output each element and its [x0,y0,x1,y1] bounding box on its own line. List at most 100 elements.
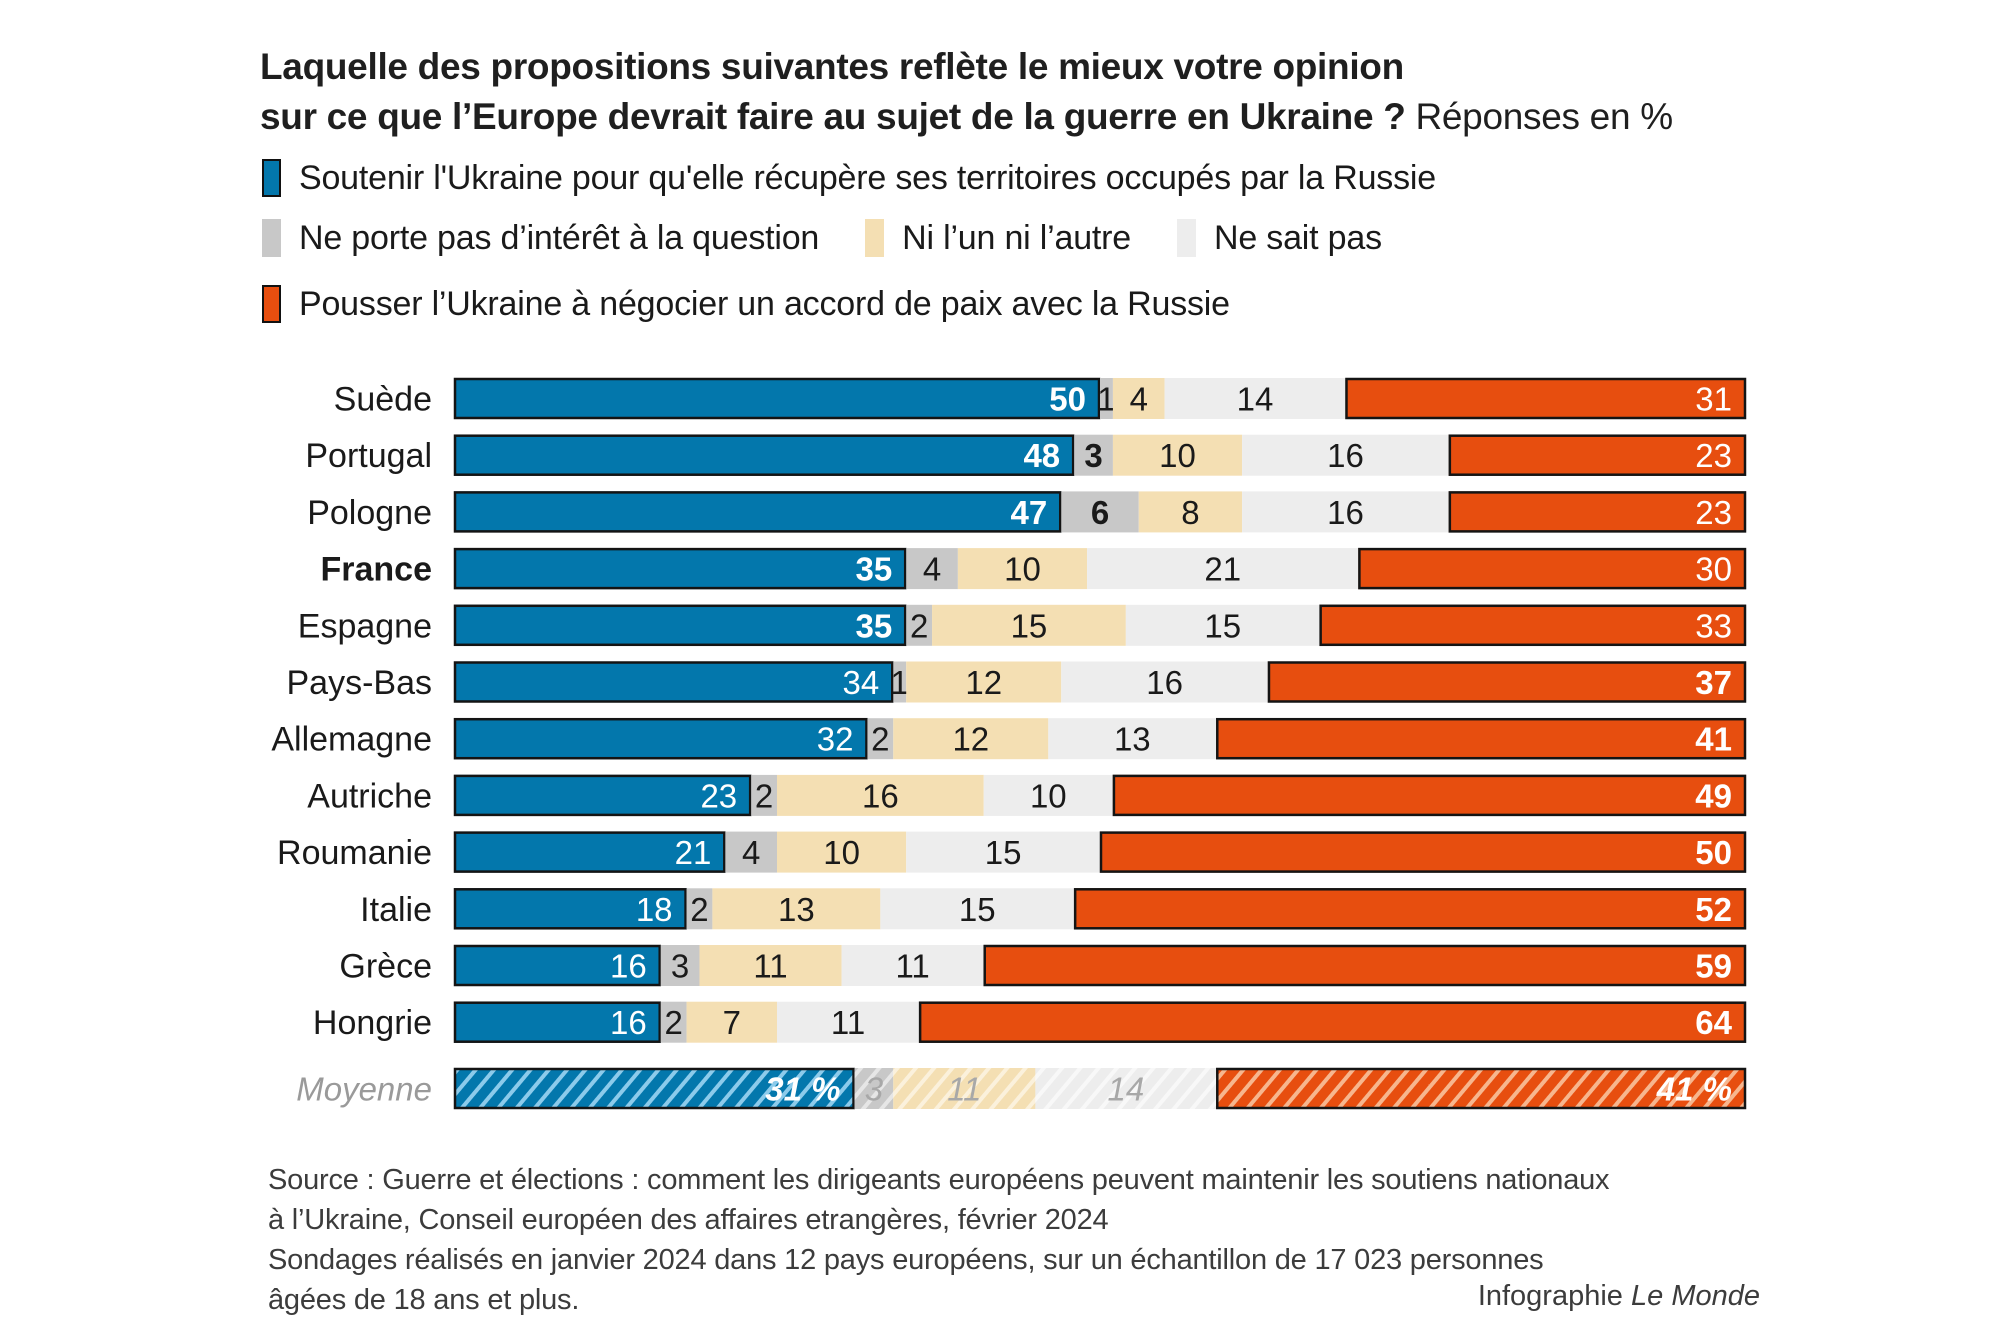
segment-pousser [1074,888,1746,930]
bar-row: Pays-Bas 34 1 12 16 37 [287,661,1747,703]
segment-pousser [1448,434,1746,476]
value-label-interet: 2 [690,891,708,928]
source-line-4: âgées de 18 ans et plus. [268,1284,580,1316]
bar-row: Pologne 47 6 8 16 23 [307,491,1747,533]
segment-outline-soutenir [453,888,687,930]
value-label-ni: 7 [723,1004,741,1041]
value-label-interet: 2 [755,777,773,814]
segment-soutenir [454,661,894,703]
segment-soutenir [454,888,687,930]
segment-pousser [1358,548,1746,590]
segment-nsp [1048,718,1217,760]
segment-outline-pousser [918,1001,1747,1043]
segment-outline-soutenir [453,774,752,817]
legend-label-nsp: Ne sait pas [1213,218,1382,257]
segment-ni [957,548,1088,590]
category-label: Suède [334,381,432,419]
value-label-interet: 2 [664,1004,682,1041]
value-label-nsp: 15 [959,891,996,928]
title-line-2: sur ce que l’Europe devrait faire au suj… [260,92,1960,142]
legend-item-interet: Ne porte pas d’intérêt à la question [262,219,819,258]
value-label-soutenir: 47 [1011,494,1048,531]
segment-nsp [841,945,984,986]
value-label-soutenir: 34 [843,664,880,701]
segment-nsp [906,831,1100,873]
bar-row: France 35 4 10 21 30 [321,547,1747,590]
value-label-soutenir: 35 [855,551,892,588]
segment-outline-soutenir [453,377,1101,420]
value-label-nsp: 11 [831,1004,865,1041]
legend-row-1: Soutenir l'Ukraine pour qu'elle récupère… [262,156,1482,200]
segment-nsp [1035,1068,1217,1109]
segment-outline-pousser [1345,377,1747,420]
value-label-interet: 4 [923,551,941,588]
value-label-pousser: 41 [1695,721,1732,758]
segment-interet [867,718,894,760]
legend-row-3: Pousser l’Ukraine à négocier un accord d… [262,282,1276,326]
segment-ni [906,661,1062,703]
segment-outline-soutenir [453,661,894,703]
segment-soutenir [454,604,907,646]
value-label-interet: 4 [742,834,760,871]
value-label-ni: 13 [778,891,815,928]
segment-interet [751,774,777,816]
segment-outline-soutenir [453,547,907,590]
segment-interet [660,1001,687,1043]
category-label: France [321,551,433,589]
value-label-interet: 6 [1091,494,1109,531]
value-label-interet: 2 [871,721,889,758]
segment-soutenir [454,718,868,760]
title-line-1: Laquelle des propositions suivantes refl… [260,46,1404,87]
segment-outline-soutenir [453,491,1062,533]
segment-interet [1100,378,1113,419]
value-label-interet: 2 [910,607,928,644]
segment-nsp [880,888,1075,930]
segment-ni [777,774,984,816]
legend-label-ni: Ni l’un ni l’autre [902,218,1131,257]
segment-interet [906,604,933,646]
legend-swatch-interet [262,219,281,257]
value-label-pousser: 23 [1695,437,1732,474]
value-label-soutenir: 32 [817,721,854,758]
segment-outline-pousser [1267,661,1747,703]
segment-outline-pousser [1112,774,1747,817]
value-label-ni: 15 [1011,607,1048,644]
value-label-ni: 12 [965,664,1002,701]
segment-pousser [1216,718,1746,760]
value-label-soutenir: 48 [1023,437,1060,474]
value-label-ni: 10 [823,834,860,871]
segment-pousser [1448,491,1746,533]
source-line-2: à l’Ukraine, Conseil européen des affair… [268,1204,1109,1236]
segment-ni [1138,491,1243,533]
value-label-nsp: 14 [1237,381,1274,418]
segment-outline-soutenir [453,1067,855,1110]
legend-item-pousser: Pousser l’Ukraine à négocier un accord d… [262,285,1230,324]
value-label-ni: 12 [952,721,989,758]
legend-row-2: Ne porte pas d’intérêt à la question Ni … [262,216,1428,260]
segment-ni [893,718,1049,760]
bar-row: Italie 18 2 13 15 52 [360,888,1747,930]
segment-soutenir [454,831,726,873]
value-label-ni: 11 [947,1071,981,1108]
value-label-pousser: 30 [1695,551,1732,588]
value-label-interet: 3 [1084,437,1102,474]
segment-outline-pousser [1448,491,1747,533]
segment-pousser [983,945,1746,986]
segment-soutenir [454,774,752,816]
segment-outline-pousser [1216,717,1747,760]
value-label-soutenir: 21 [675,834,712,871]
value-label-soutenir: 18 [636,891,673,928]
legend-swatch-ni [865,219,885,257]
segment-interet [1074,434,1113,476]
legend-item-soutenir: Soutenir l'Ukraine pour qu'elle récupère… [262,159,1436,198]
segment-ni [1112,378,1165,419]
title-unit: Réponses en % [1415,96,1673,137]
segment-pousser [1112,774,1746,816]
chart-title: Laquelle des propositions suivantes refl… [260,42,1960,142]
segment-soutenir [454,1068,855,1109]
category-label: Autriche [307,777,432,815]
bar-row: Suède 50 1 4 14 31 [334,377,1747,420]
value-label-pousser: 31 [1695,381,1732,418]
category-label: Pologne [307,494,432,532]
